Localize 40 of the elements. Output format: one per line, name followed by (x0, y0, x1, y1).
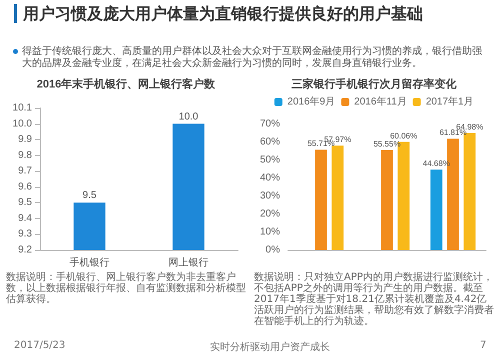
y-tick-label: 20% (260, 208, 280, 220)
y-tick-label: 9.6 (18, 181, 32, 192)
y-tick-label: 30% (260, 190, 280, 202)
y-tick-label: 10% (260, 226, 280, 238)
y-tick-label: 10.1 (12, 102, 32, 114)
y-tick-label: 9.5 (18, 197, 32, 208)
y-tick-label: 9.3 (18, 228, 32, 240)
text: 实时分析驱动用户资产成长 (210, 340, 330, 354)
y-tick-label: 40% (260, 172, 280, 184)
chart-title: 三家银行手机银行次月留存率变化 (292, 78, 458, 90)
y-tick-label: 9.2 (18, 244, 32, 256)
x-tick-label: 手机银行 (70, 256, 110, 268)
text: 用户习惯及庞大用户体量为直销银行提供良好的用户基础 (14, 4, 493, 23)
bar (315, 150, 327, 250)
chart-title: 2016年末手机银行、网上银行客户数 (36, 78, 216, 90)
y-tick-label: 50% (260, 154, 280, 166)
data-label: 9.5 (82, 190, 97, 202)
data-label: 61.81% (439, 128, 467, 138)
x-tick-label: 网上银行 (168, 256, 208, 268)
legend-label: 2016年9月 (287, 96, 336, 108)
text: 数据说明：只对独立APP内的用户数据进行监测统计，不包括APP之外的调用等行为产生的用户数据。截至2017年1季度基于对18.21亿累计装机覆盖及4.42亿活跃用户的行为监测结果，帮助您有效了解数字消费者在智能手机上的行为轨迹。 (254, 272, 494, 327)
y-tick-label: 9.9 (18, 134, 32, 146)
text: 数据说明：手机银行、网上银行客户数为非去重客户数，以上数据根据银行年报、自有监测数据和分析模型估算获得。 (6, 272, 246, 305)
bar (381, 150, 393, 250)
text: 7 (480, 340, 486, 351)
y-tick-label: 0% (266, 244, 280, 256)
data-label: 10.0 (178, 111, 199, 122)
data-label: 60.06% (390, 131, 418, 140)
text: 2017/5/23 (14, 340, 66, 351)
y-tick-label: 10.0 (12, 118, 32, 130)
text: 得益于传统银行庞大、高质量的用户群体以及社会大众对于互联网金融使用行为习惯的养成，银行借助强大的品牌及金融专业度，在满足社会大众新金融行为习惯的同时，发展自身直销银行业务。 (22, 46, 482, 70)
y-tick-label: 70% (260, 118, 280, 130)
legend-label: 2016年11月 (354, 96, 407, 108)
y-tick-label: 9.7 (18, 166, 32, 177)
legend-label: 2017年1月 (426, 96, 474, 108)
bar (332, 146, 344, 250)
y-tick-label: 9.8 (18, 150, 32, 161)
bar (430, 170, 442, 250)
y-tick-label: 9.4 (18, 212, 32, 224)
y-tick-label: 60% (260, 136, 280, 148)
